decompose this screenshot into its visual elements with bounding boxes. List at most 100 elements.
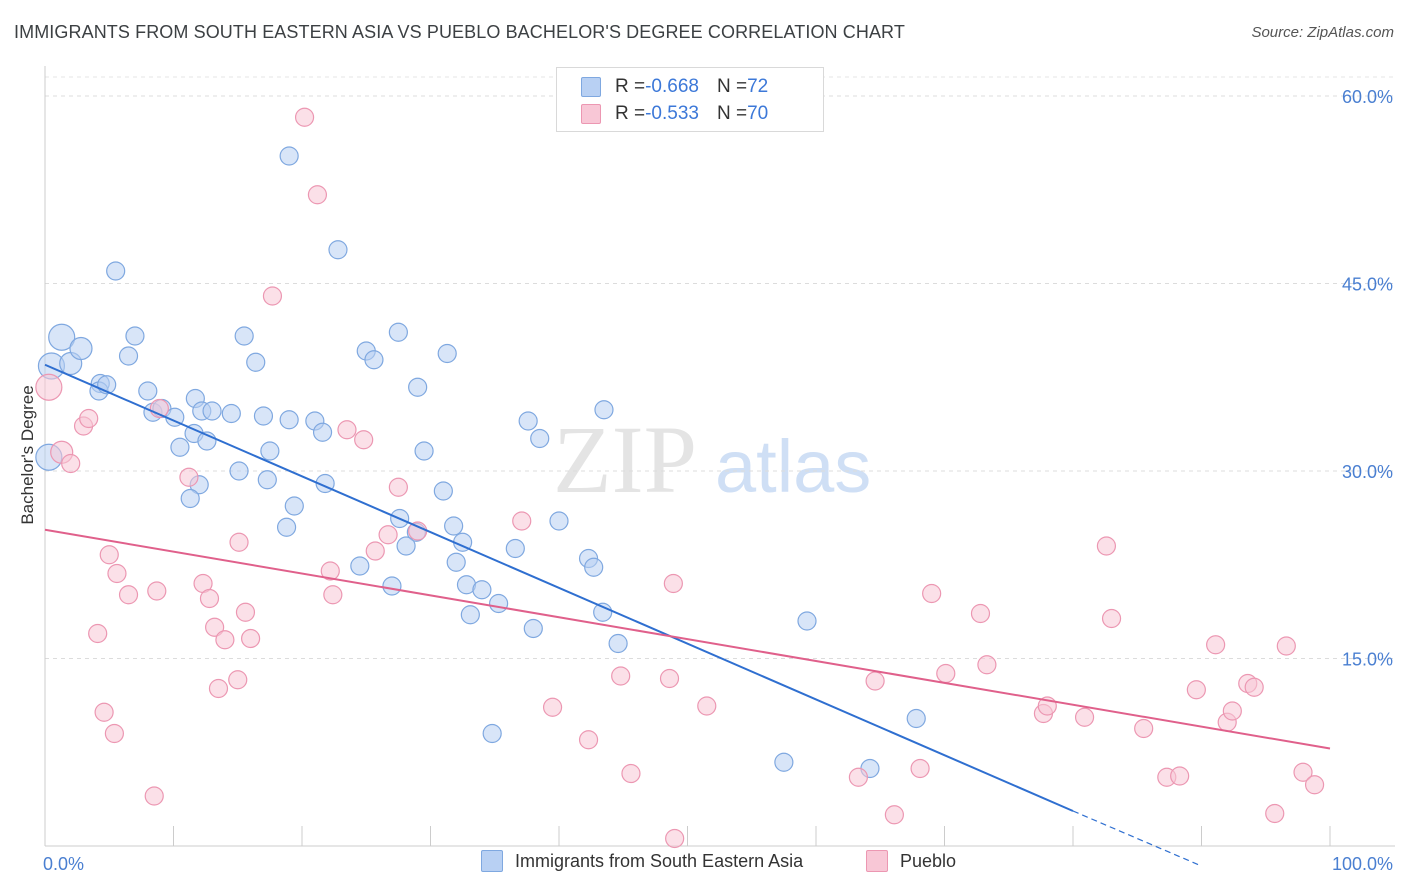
data-point-pink [320, 561, 340, 581]
data-point-pink [179, 467, 199, 487]
bottom-legend-label: Pueblo [900, 850, 957, 871]
data-point-pink [663, 573, 683, 594]
data-point-pink [884, 805, 904, 825]
data-point-blue [69, 336, 93, 361]
blue-swatch [581, 77, 601, 97]
legend-r-value: -0.533 [645, 103, 699, 124]
data-point-blue [414, 441, 434, 461]
data-point-pink [365, 541, 385, 561]
data-point-pink [1096, 536, 1117, 556]
trend-lines [44, 363, 1331, 867]
trend-line-blue [44, 363, 1074, 812]
data-point-pink [323, 585, 343, 605]
data-point-pink [388, 477, 408, 497]
data-point-blue [221, 403, 241, 424]
data-point-pink [697, 696, 717, 716]
data-point-pink [512, 511, 532, 531]
data-point-blue [138, 381, 158, 401]
data-point-blue [312, 422, 333, 442]
y-tick-label: 15.0% [1342, 650, 1393, 670]
trend-line-pink [44, 528, 1331, 750]
data-point-pink [104, 723, 124, 744]
data-point-pink [307, 185, 328, 205]
data-point-blue [180, 488, 200, 509]
data-point-pink [1265, 803, 1285, 824]
data-point-pink [228, 670, 248, 690]
legend-r-label: R = [615, 76, 646, 97]
series-pink-points [35, 107, 1325, 849]
data-point-blue [279, 410, 299, 430]
bottom-legend-blue: Immigrants from South Eastern Asia [481, 850, 803, 872]
data-point-pink [542, 697, 563, 717]
data-point-blue [505, 538, 525, 559]
y-tick-label: 45.0% [1342, 275, 1393, 295]
data-point-blue [118, 346, 139, 366]
data-point-pink [199, 588, 220, 609]
data-point-blue [437, 343, 457, 364]
data-point-pink [1170, 766, 1190, 786]
axes [44, 66, 1395, 847]
data-point-blue [276, 517, 297, 537]
data-point-blue [257, 470, 277, 490]
data-point-blue [246, 352, 266, 372]
watermark-zip: ZIP [553, 406, 697, 513]
data-point-pink [665, 828, 685, 849]
legend-n-label: N = [716, 76, 748, 97]
data-point-blue [482, 723, 502, 744]
data-point-pink [865, 671, 885, 691]
data-point-pink [1304, 775, 1325, 795]
bottom-legend-pink: Pueblo [866, 850, 956, 872]
source-note: Source: ZipAtlas.com [1251, 24, 1394, 41]
data-point-pink [910, 758, 930, 779]
data-point-blue [906, 708, 926, 729]
blue-legend-swatch [481, 850, 503, 872]
data-point-blue [460, 605, 480, 625]
data-point-pink [229, 532, 249, 552]
data-point-blue [523, 618, 543, 639]
legend-r-value: -0.668 [645, 76, 699, 97]
data-point-blue [48, 323, 76, 351]
data-point-pink [1101, 608, 1122, 629]
data-point-pink [848, 767, 869, 787]
data-point-pink [936, 663, 956, 684]
data-point-blue [202, 401, 222, 421]
data-point-pink [1276, 636, 1296, 656]
data-point-pink [294, 107, 315, 127]
data-point-pink [1074, 707, 1095, 727]
y-tick-label: 30.0% [1342, 462, 1393, 482]
data-point-blue [584, 557, 604, 577]
data-point-blue [350, 556, 370, 576]
data-point-pink [88, 623, 108, 644]
data-point-pink [35, 373, 63, 401]
data-point-pink [1244, 677, 1264, 697]
data-point-blue [253, 406, 274, 426]
data-point-blue [279, 146, 299, 166]
data-point-blue [170, 437, 190, 457]
data-point-pink [354, 430, 374, 450]
data-point-pink [378, 525, 398, 545]
legend-r-label: R = [615, 103, 646, 124]
data-point-blue [444, 516, 464, 536]
legend-row-blue: R = -0.668 N = 72 [581, 74, 768, 100]
data-point-pink [205, 617, 225, 637]
data-point-pink [215, 630, 235, 650]
data-point-pink [107, 563, 127, 584]
data-point-pink [118, 585, 139, 605]
data-point-pink [235, 602, 256, 622]
data-point-blue [549, 511, 569, 531]
pink-legend-swatch [866, 850, 888, 872]
x-tick-label: 100.0% [1332, 854, 1393, 874]
data-point-blue [408, 377, 428, 397]
legend-row-pink: R = -0.533 N = 70 [581, 101, 768, 127]
data-point-pink [621, 763, 641, 784]
data-point-blue [284, 496, 304, 516]
data-point-blue [125, 326, 145, 346]
grid [45, 76, 1395, 659]
data-point-blue [328, 240, 348, 260]
data-point-blue [382, 576, 402, 596]
legend-n-label: N = [716, 103, 748, 124]
data-point-blue [530, 428, 550, 449]
data-point-blue [396, 536, 416, 556]
axis-labels: 15.0% 30.0% 45.0% 60.0% 0.0% 100.0% Bachelor's… [18, 87, 1393, 874]
data-point-blue [594, 400, 614, 420]
